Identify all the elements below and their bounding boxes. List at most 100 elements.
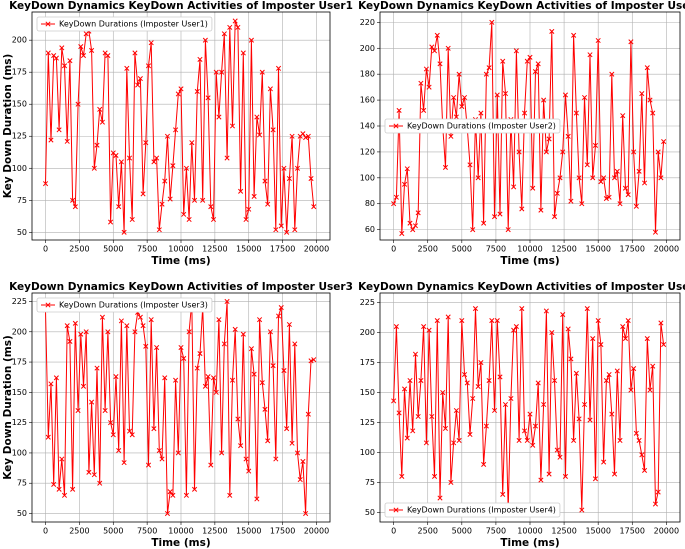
x-marker — [270, 127, 276, 133]
x-marker — [300, 458, 306, 464]
x-marker — [118, 318, 124, 324]
x-marker — [175, 450, 181, 456]
y-tick-label: 75 — [17, 196, 27, 205]
x-marker — [489, 19, 495, 25]
x-marker — [267, 86, 273, 92]
x-marker — [459, 104, 465, 110]
x-marker — [267, 329, 273, 335]
x-marker — [145, 63, 152, 69]
x-marker — [186, 216, 192, 223]
x-marker — [210, 375, 217, 381]
x-marker — [655, 489, 661, 495]
x-marker — [178, 86, 184, 92]
x-marker — [159, 456, 165, 462]
x-marker — [75, 101, 81, 107]
y-tick-label: 200 — [12, 327, 27, 336]
x-marker — [294, 450, 301, 456]
x-tick-label: 17500 — [270, 527, 295, 536]
x-marker — [154, 344, 160, 351]
x-marker — [162, 375, 168, 381]
x-marker — [251, 193, 257, 200]
x-marker — [472, 306, 479, 312]
x-tick-label: 10000 — [517, 245, 542, 254]
x-marker — [538, 477, 544, 483]
x-marker — [489, 318, 495, 324]
x-marker — [289, 133, 295, 139]
x-marker — [519, 306, 525, 312]
x-marker — [257, 317, 263, 323]
x-marker — [497, 211, 503, 217]
y-tick-label: 75 — [365, 478, 375, 487]
x-marker — [140, 323, 146, 329]
x-marker — [194, 88, 200, 94]
x-marker — [129, 216, 135, 223]
y-tick-label: 150 — [12, 100, 27, 109]
x-marker — [216, 114, 222, 120]
x-marker — [102, 407, 108, 414]
x-marker — [562, 92, 569, 98]
x-marker — [565, 133, 571, 139]
x-marker — [611, 471, 618, 477]
x-marker — [521, 110, 528, 116]
x-tick-label: 5000 — [103, 245, 123, 254]
x-axis-label: Time (ms) — [500, 537, 559, 549]
legend-marker — [393, 507, 399, 513]
x-marker — [481, 220, 487, 226]
x-tick-label: 15000 — [236, 245, 261, 254]
x-marker — [229, 123, 236, 129]
y-tick-label: 100 — [12, 164, 27, 173]
subplot: 60 80 100 120 140 160 180 200 220 0 2500 5000 7500 10… — [358, 0, 685, 267]
x-marker — [259, 69, 265, 75]
x-marker — [557, 454, 563, 460]
x-marker — [59, 45, 65, 51]
x-marker — [183, 165, 189, 171]
y-tick-label: 100 — [12, 448, 27, 457]
x-marker — [305, 133, 311, 139]
x-marker — [156, 447, 162, 454]
x-marker — [391, 201, 397, 207]
x-marker — [532, 423, 539, 429]
x-tick-label: 15000 — [585, 527, 610, 536]
x-marker — [121, 229, 127, 235]
x-marker — [505, 227, 511, 233]
y-tick-label: 125 — [360, 418, 375, 427]
x-marker — [59, 456, 65, 462]
x-marker — [576, 175, 582, 181]
x-marker — [407, 377, 413, 384]
x-tick-label: 12500 — [551, 527, 576, 536]
x-marker — [451, 440, 457, 446]
x-marker — [502, 91, 509, 97]
x-marker — [91, 165, 97, 171]
x-marker — [143, 343, 149, 349]
y-tick-label: 150 — [12, 388, 27, 397]
x-marker — [229, 377, 236, 383]
x-marker — [491, 214, 498, 220]
legend: KeyDown Durations (Imposter User3) — [36, 297, 213, 313]
x-marker — [208, 204, 214, 210]
x-marker — [202, 37, 208, 43]
x-marker — [592, 142, 599, 148]
x-marker — [532, 69, 539, 75]
x-marker — [410, 227, 416, 233]
x-marker — [235, 24, 241, 30]
x-marker — [590, 336, 596, 342]
x-marker — [278, 304, 284, 311]
x-marker — [240, 50, 246, 56]
y-tick-label: 200 — [360, 44, 375, 53]
x-marker — [240, 331, 246, 337]
x-marker — [97, 480, 103, 486]
x-marker — [221, 341, 227, 347]
x-marker — [459, 318, 465, 324]
x-marker — [421, 107, 427, 114]
y-tick-label: 50 — [365, 508, 375, 517]
x-marker — [219, 69, 225, 75]
x-tick-label: 10000 — [168, 245, 193, 254]
x-marker — [426, 84, 432, 90]
x-marker — [560, 312, 566, 318]
x-marker — [137, 76, 143, 82]
x-marker — [70, 197, 76, 203]
x-marker — [516, 149, 522, 155]
x-marker — [105, 329, 111, 335]
x-marker — [549, 330, 555, 336]
x-marker — [200, 197, 206, 203]
